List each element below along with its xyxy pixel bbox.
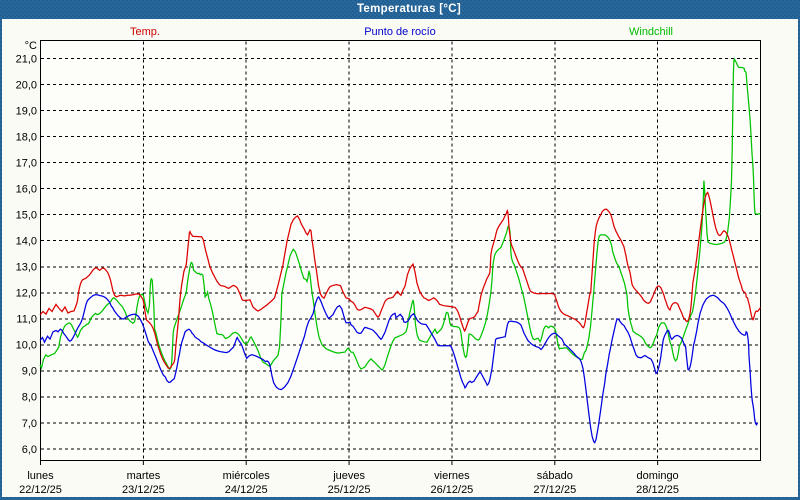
svg-text:18,0: 18,0	[16, 131, 37, 143]
svg-text:14,0: 14,0	[16, 236, 37, 248]
svg-text:28/12/25: 28/12/25	[636, 484, 679, 496]
svg-text:9,0: 9,0	[22, 366, 37, 378]
svg-text:7,0: 7,0	[22, 418, 37, 430]
svg-text:25/12/25: 25/12/25	[328, 484, 371, 496]
svg-text:lunes: lunes	[27, 470, 54, 482]
svg-text:22/12/25: 22/12/25	[19, 484, 62, 496]
svg-text:21,0: 21,0	[16, 53, 37, 65]
svg-text:20,0: 20,0	[16, 79, 37, 91]
svg-text:16,0: 16,0	[16, 184, 37, 196]
svg-text:6,0: 6,0	[22, 444, 37, 456]
svg-text:23/12/25: 23/12/25	[122, 484, 165, 496]
svg-text:domingo: domingo	[636, 470, 678, 482]
svg-text:17,0: 17,0	[16, 157, 37, 169]
svg-text:26/12/25: 26/12/25	[430, 484, 473, 496]
svg-text:miércoles: miércoles	[223, 470, 271, 482]
svg-text:19,0: 19,0	[16, 105, 37, 117]
svg-text:24/12/25: 24/12/25	[225, 484, 268, 496]
svg-text:11,0: 11,0	[16, 314, 37, 326]
svg-text:15,0: 15,0	[16, 210, 37, 222]
svg-text:martes: martes	[127, 470, 161, 482]
svg-text:10,0: 10,0	[16, 340, 37, 352]
svg-text:viernes: viernes	[434, 470, 470, 482]
svg-text:°C: °C	[25, 40, 37, 52]
svg-text:13,0: 13,0	[16, 262, 37, 274]
svg-text:sábado: sábado	[537, 470, 573, 482]
svg-text:8,0: 8,0	[22, 392, 37, 404]
svg-text:27/12/25: 27/12/25	[533, 484, 576, 496]
svg-text:12,0: 12,0	[16, 288, 37, 300]
svg-text:jueves: jueves	[332, 470, 365, 482]
